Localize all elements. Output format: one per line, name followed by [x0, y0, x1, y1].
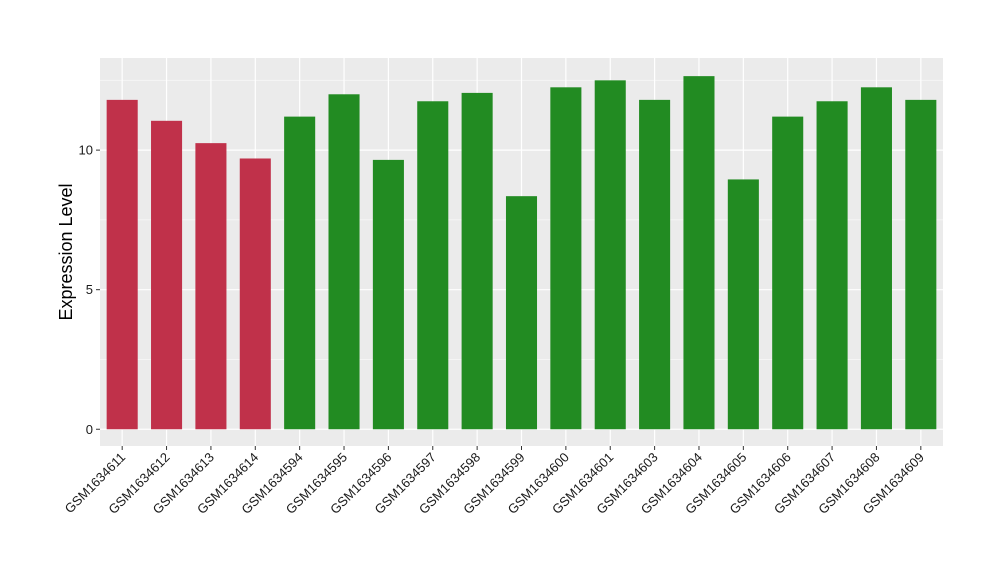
- bar-GSM1634609: [905, 99, 937, 430]
- bar-GSM1634601: [594, 80, 626, 430]
- bar-GSM1634611: [106, 99, 138, 430]
- bar-GSM1634599: [505, 196, 538, 430]
- bar-GSM1634613: [195, 143, 227, 430]
- bar-GSM1634600: [550, 87, 582, 430]
- bar-GSM1634608: [860, 87, 892, 430]
- bar-GSM1634612: [151, 120, 183, 430]
- bar-GSM1634597: [417, 101, 449, 430]
- bars-group: [106, 76, 937, 430]
- y-tick-label: 0: [86, 422, 93, 437]
- bar-GSM1634595: [328, 94, 360, 430]
- bar-GSM1634603: [639, 99, 671, 430]
- bar-GSM1634596: [372, 159, 404, 430]
- bar-GSM1634614: [239, 158, 271, 430]
- x-axis: GSM1634611GSM1634612GSM1634613GSM1634614…: [62, 446, 927, 517]
- bar-GSM1634604: [683, 76, 715, 430]
- y-tick-label: 5: [86, 282, 93, 297]
- y-tick-label: 10: [79, 143, 93, 158]
- bar-GSM1634594: [284, 116, 316, 430]
- bar-GSM1634605: [727, 179, 759, 430]
- bar-GSM1634606: [772, 116, 804, 430]
- bar-GSM1634607: [816, 101, 848, 430]
- y-axis-title: Expression Level: [56, 183, 76, 320]
- bar-GSM1634598: [461, 92, 493, 430]
- y-axis: 0 5 10: [79, 143, 100, 437]
